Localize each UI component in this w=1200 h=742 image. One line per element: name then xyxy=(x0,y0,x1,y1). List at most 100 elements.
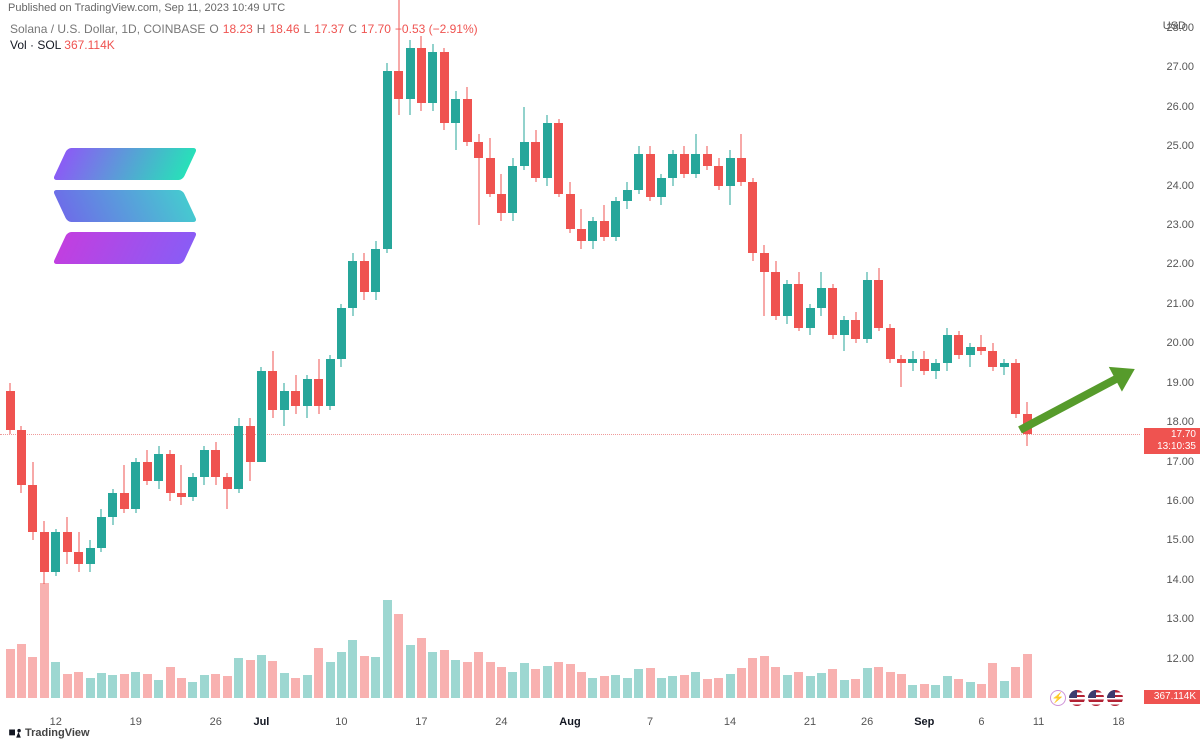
volume-bar xyxy=(200,675,209,698)
candle xyxy=(326,18,335,698)
flag-us-icon[interactable] xyxy=(1088,690,1104,706)
candle xyxy=(886,18,895,698)
volume-bar xyxy=(600,676,609,698)
flag-us-icon[interactable] xyxy=(1107,690,1123,706)
y-tick: 21.00 xyxy=(1166,298,1194,310)
candle xyxy=(531,18,540,698)
volume-bar xyxy=(440,650,449,698)
candle xyxy=(131,18,140,698)
volume-bar xyxy=(657,678,666,698)
candle xyxy=(588,18,597,698)
candle xyxy=(188,18,197,698)
candle xyxy=(977,18,986,698)
volume-bar xyxy=(1011,667,1020,698)
indicator-badges[interactable]: ⚡ xyxy=(1050,690,1123,706)
candle xyxy=(646,18,655,698)
candle xyxy=(177,18,186,698)
volume-bar xyxy=(348,640,357,698)
x-tick: Sep xyxy=(914,716,934,728)
volume-bar xyxy=(874,667,883,698)
volume-bar xyxy=(303,675,312,698)
x-tick: 6 xyxy=(978,716,984,728)
volume-bar xyxy=(51,662,60,698)
candle xyxy=(897,18,906,698)
volume-bar xyxy=(1023,654,1032,698)
candle xyxy=(474,18,483,698)
candle xyxy=(17,18,26,698)
volume-bar xyxy=(246,660,255,698)
candle xyxy=(291,18,300,698)
volume-bar xyxy=(794,672,803,698)
volume-bar xyxy=(131,672,140,698)
volume-bar xyxy=(566,664,575,698)
candle xyxy=(314,18,323,698)
y-tick: 23.00 xyxy=(1166,219,1194,231)
candle xyxy=(1023,18,1032,698)
y-tick: 17.00 xyxy=(1166,456,1194,468)
candle xyxy=(428,18,437,698)
volume-bar xyxy=(486,662,495,698)
volume-bar xyxy=(223,676,232,698)
volume-bar xyxy=(154,680,163,698)
volume-bar xyxy=(954,679,963,698)
candle xyxy=(1000,18,1009,698)
flag-us-icon[interactable] xyxy=(1069,690,1085,706)
x-tick: 7 xyxy=(647,716,653,728)
candle xyxy=(280,18,289,698)
y-tick: 25.00 xyxy=(1166,140,1194,152)
candle xyxy=(451,18,460,698)
candle xyxy=(634,18,643,698)
y-tick: 24.00 xyxy=(1166,180,1194,192)
volume-bar xyxy=(760,656,769,698)
volume-bar xyxy=(463,662,472,698)
volume-bar xyxy=(931,685,940,698)
x-axis: 121926Jul101724Aug7142126Sep61118 xyxy=(0,716,1140,732)
candle xyxy=(714,18,723,698)
volume-bar xyxy=(428,652,437,698)
candle xyxy=(166,18,175,698)
y-tick: 18.00 xyxy=(1166,416,1194,428)
volume-bar xyxy=(257,655,266,698)
volume-bar xyxy=(234,658,243,698)
volume-bar xyxy=(863,668,872,698)
volume-bar xyxy=(177,678,186,698)
x-tick: Aug xyxy=(559,716,580,728)
volume-bar xyxy=(406,645,415,698)
candle xyxy=(440,18,449,698)
volume-bar xyxy=(108,675,117,698)
candle xyxy=(63,18,72,698)
candle xyxy=(611,18,620,698)
volume-bar xyxy=(703,679,712,698)
candle xyxy=(840,18,849,698)
candle xyxy=(737,18,746,698)
y-tick: 27.00 xyxy=(1166,61,1194,73)
candle xyxy=(257,18,266,698)
x-tick: 14 xyxy=(724,716,736,728)
price-chart[interactable]: ⚡ xyxy=(0,18,1140,716)
volume-bar xyxy=(806,676,815,698)
candle xyxy=(657,18,666,698)
publish-info: Published on TradingView.com, Sep 11, 20… xyxy=(0,0,1200,18)
candle xyxy=(223,18,232,698)
volume-bar xyxy=(291,678,300,698)
candle xyxy=(863,18,872,698)
candle xyxy=(600,18,609,698)
y-tick: 22.00 xyxy=(1166,258,1194,270)
candle xyxy=(303,18,312,698)
lightning-icon[interactable]: ⚡ xyxy=(1050,690,1066,706)
volume-bar xyxy=(417,638,426,698)
volume-bar xyxy=(326,662,335,698)
candle xyxy=(748,18,757,698)
volume-bar xyxy=(474,652,483,698)
volume-bar xyxy=(166,667,175,698)
volume-bar xyxy=(966,682,975,698)
y-tick: 20.00 xyxy=(1166,337,1194,349)
candle xyxy=(74,18,83,698)
candle xyxy=(543,18,552,698)
volume-bar xyxy=(817,673,826,698)
volume-bar xyxy=(520,663,529,698)
attribution-text: TradingView xyxy=(25,727,90,739)
candle xyxy=(337,18,346,698)
volume-bar xyxy=(714,678,723,698)
volume-bar xyxy=(1000,681,1009,698)
